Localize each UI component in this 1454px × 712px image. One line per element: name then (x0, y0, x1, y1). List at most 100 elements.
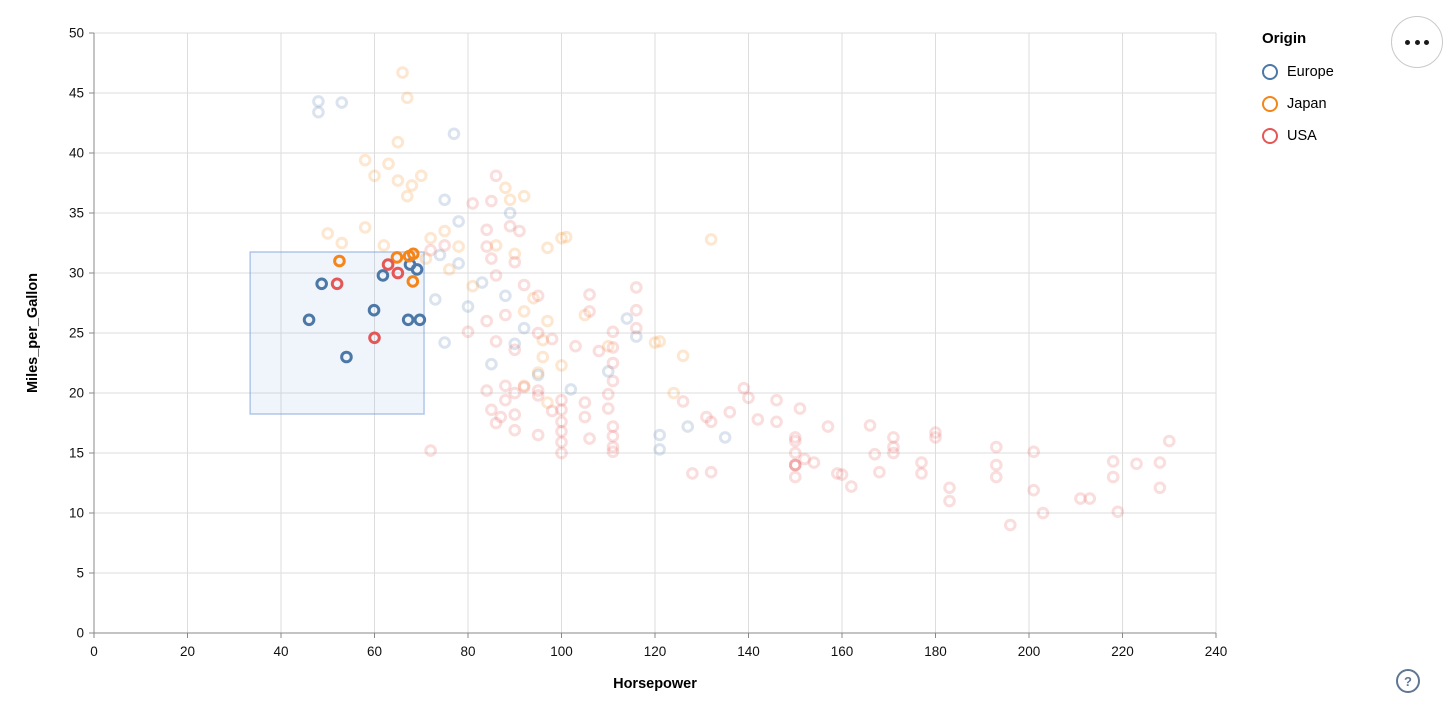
x-tick-label: 100 (550, 644, 573, 659)
data-point (606, 356, 620, 370)
data-point (887, 431, 900, 444)
data-point (466, 197, 479, 210)
data-point (798, 452, 811, 466)
data-point (406, 275, 420, 288)
data-point (376, 269, 390, 282)
y-tick-label: 50 (69, 26, 84, 41)
question-mark-icon: ? (1404, 673, 1412, 689)
data-point (1027, 445, 1040, 459)
data-point (1027, 483, 1040, 497)
help-button[interactable]: ? (1396, 669, 1420, 693)
data-point (564, 383, 578, 396)
data-point (391, 135, 405, 149)
dot-icon (1405, 39, 1410, 45)
x-tick-label: 240 (1205, 644, 1228, 659)
data-point (653, 335, 666, 348)
legend-title: Origin (1262, 30, 1307, 47)
unselected-Japan-group (321, 66, 718, 409)
data-point (461, 300, 475, 313)
data-point (302, 313, 316, 327)
data-point (793, 402, 807, 415)
y-tick-label: 30 (69, 266, 84, 281)
data-point (541, 396, 554, 409)
data-point (559, 230, 573, 244)
data-point (630, 281, 643, 294)
data-point (499, 379, 512, 393)
data-point (531, 368, 545, 382)
data-point (788, 470, 802, 484)
y-tick-label: 10 (69, 506, 84, 521)
legend-swatch-japan (1262, 96, 1278, 112)
data-point (401, 313, 415, 327)
data-point (606, 325, 620, 339)
data-point (335, 96, 349, 109)
data-point (480, 384, 494, 397)
data-point (578, 410, 592, 424)
axes: 0 20 40 60 80 100 120 140 160 180 200 220 240 0 5 10 15 2… (69, 26, 1227, 660)
data-point (578, 396, 592, 409)
data-point (555, 435, 568, 449)
data-point (438, 193, 451, 207)
more-options-button[interactable] (1391, 16, 1443, 68)
data-point (407, 247, 420, 261)
x-tick-label: 120 (644, 644, 667, 659)
data-point (943, 494, 956, 508)
data-point (606, 341, 620, 354)
data-point (555, 231, 568, 245)
data-point (807, 456, 821, 469)
x-tick-label: 200 (1018, 644, 1041, 659)
selected-Europe-group (302, 258, 427, 364)
data-point (929, 426, 942, 439)
data-point (452, 215, 465, 228)
y-tick-label: 40 (69, 146, 84, 161)
data-point (821, 420, 835, 433)
data-point (653, 443, 666, 456)
data-point (676, 395, 690, 408)
data-point (485, 403, 498, 417)
data-point (742, 391, 755, 405)
legend-swatch-usa (1262, 128, 1278, 144)
data-point (915, 456, 928, 469)
data-point (499, 393, 512, 407)
data-point (315, 277, 328, 291)
data-point (438, 336, 451, 349)
data-point (788, 458, 802, 472)
selected-Japan-group (333, 247, 420, 288)
data-point (541, 314, 554, 328)
data-point (358, 221, 372, 234)
x-tick-label: 140 (737, 644, 760, 659)
legend-label: Japan (1287, 96, 1327, 112)
data-point (555, 359, 568, 372)
data-point (1153, 481, 1167, 495)
data-point (831, 467, 844, 480)
data-point (1083, 492, 1097, 505)
y-tick-label: 25 (69, 326, 84, 341)
data-point (737, 381, 751, 395)
data-point (583, 305, 596, 318)
data-point (1162, 434, 1176, 448)
x-tick-label: 220 (1111, 644, 1134, 659)
data-point (531, 428, 545, 442)
data-point (606, 440, 620, 454)
data-point (489, 335, 503, 348)
data-point (1106, 455, 1120, 468)
data-point (381, 258, 395, 271)
legend-swatch-europe (1262, 64, 1278, 80)
data-point (630, 321, 643, 335)
data-point (480, 223, 494, 237)
data-point (1004, 518, 1017, 532)
data-point (485, 194, 498, 208)
data-point (531, 366, 545, 379)
data-point (517, 380, 531, 394)
data-point (653, 428, 666, 442)
data-point (340, 350, 353, 364)
data-point (606, 374, 620, 388)
data-point (704, 415, 718, 429)
data-point (508, 343, 522, 357)
data-point (788, 458, 802, 472)
data-point (508, 337, 522, 351)
data-point (887, 446, 900, 460)
data-point (489, 416, 503, 430)
data-point (466, 279, 479, 293)
